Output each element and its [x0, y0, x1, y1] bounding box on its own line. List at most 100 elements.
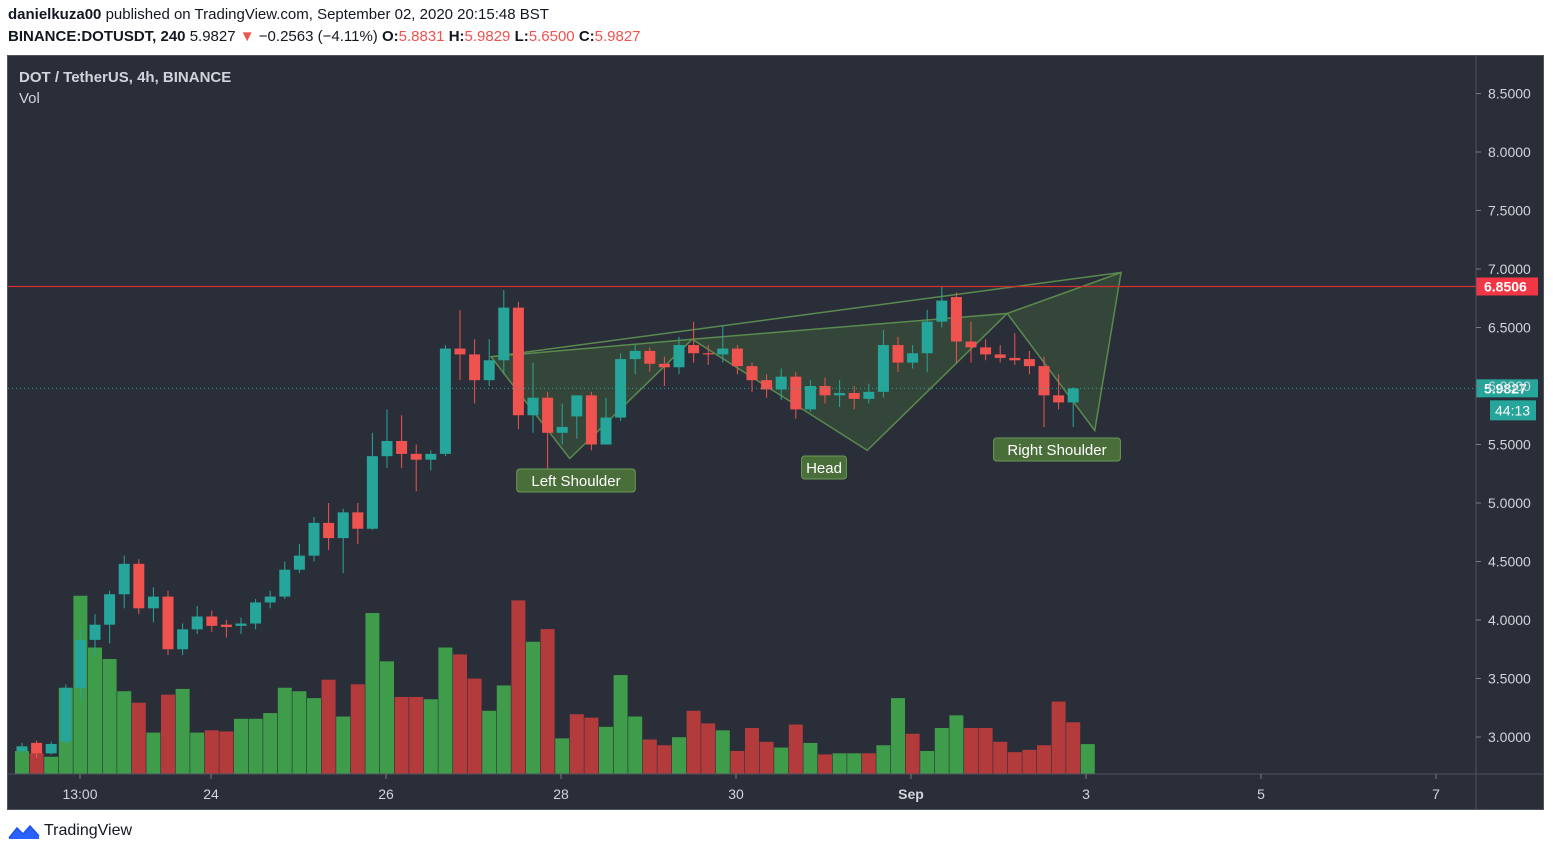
y-tick-label: 8.0000 — [1488, 144, 1531, 160]
change-value: −0.2563 (−4.11%) — [258, 28, 378, 45]
countdown-label: 44:13 — [1495, 402, 1530, 418]
high-label: H: — [448, 28, 465, 45]
pattern-triangle-2 — [1006, 271, 1122, 433]
author-name[interactable]: danielkuza00 — [8, 6, 102, 23]
y-tick-label: 7.0000 — [1488, 261, 1531, 277]
volume-bar — [686, 710, 701, 774]
countdown-tag — [1490, 400, 1536, 421]
candle-body — [746, 366, 758, 381]
candle-body — [980, 347, 992, 355]
volume-bar — [613, 675, 628, 774]
pattern-labels: Left Shoulder Head Right Shoulder — [516, 437, 1121, 493]
candle-body — [1023, 359, 1035, 367]
candle-body — [717, 348, 729, 355]
candle-body — [16, 746, 28, 752]
volume-bar — [438, 647, 453, 774]
candle-body — [498, 307, 510, 361]
candle-body — [936, 300, 948, 322]
candle-body — [279, 569, 291, 597]
open-label: O: — [381, 28, 399, 45]
candle-body — [1067, 388, 1079, 403]
volume-bar — [88, 647, 102, 774]
candle-body — [293, 555, 305, 570]
candle-body — [133, 563, 145, 609]
volume-bar — [876, 745, 891, 774]
volume-bar — [277, 687, 292, 774]
candle-body — [731, 348, 743, 367]
candle-body — [658, 363, 670, 368]
volume-bar — [234, 718, 248, 774]
volume-bar — [409, 696, 424, 774]
candle-body — [396, 440, 408, 454]
volume-bar — [715, 730, 730, 774]
candle-body — [381, 440, 393, 457]
candle-body — [965, 341, 977, 348]
candle-body — [483, 360, 495, 381]
change-arrow-icon: ▼ — [239, 28, 255, 45]
publish-line: danielkuza00 published on TradingView.co… — [8, 6, 549, 23]
volume-bar — [964, 728, 978, 774]
last-price-label: 5.9827 — [1484, 380, 1527, 396]
candle-body — [410, 453, 422, 460]
candle-body — [31, 742, 43, 754]
candle-body — [512, 307, 524, 416]
x-tick-label: Sep — [898, 786, 924, 802]
candle-body — [556, 426, 568, 433]
candle-body — [629, 350, 641, 360]
volume-bar — [175, 688, 190, 774]
candle-body — [162, 596, 174, 650]
candle-body — [761, 380, 773, 390]
candle-body — [337, 512, 349, 539]
candle-body — [571, 395, 583, 417]
candles — [16, 286, 1079, 759]
ohlc-line: BINANCE:DOTUSDT, 240 5.9827 ▼ −0.2563 (−… — [8, 28, 641, 45]
symbol-label: BINANCE:DOTUSDT, 240 — [8, 28, 186, 45]
x-tick-label: 28 — [553, 786, 569, 802]
candle-body — [45, 744, 57, 754]
volume-bar — [993, 741, 1008, 774]
volume-bar — [847, 753, 862, 774]
candle-body — [688, 345, 700, 354]
candle-body — [439, 348, 451, 454]
volume-bar — [861, 753, 876, 774]
volume-bar — [321, 679, 336, 774]
pattern-label: Head — [806, 460, 842, 477]
candle-body — [877, 345, 889, 392]
volume-bar — [1051, 701, 1066, 774]
volume-bar — [1037, 745, 1051, 774]
volume-bar — [832, 753, 847, 774]
candle-body — [1038, 366, 1050, 396]
candle-body — [819, 386, 831, 396]
volume-bar — [190, 732, 205, 774]
tradingview-logo-icon[interactable] — [8, 822, 40, 840]
x-tick-label: 30 — [728, 786, 744, 802]
chart-title: DOT / TetherUS, 4h, BINANCE — [19, 69, 231, 86]
candle-body — [921, 321, 933, 354]
candle-body — [644, 350, 656, 364]
candle-body — [950, 297, 962, 342]
candle-body — [834, 393, 846, 396]
candle-body — [74, 639, 86, 688]
x-tick-label: 3 — [1082, 786, 1090, 802]
chart-panel[interactable] — [7, 55, 1544, 810]
resistance-price-tag — [1476, 277, 1538, 296]
low-value: 5.6500 — [528, 28, 575, 45]
candle-body — [308, 522, 320, 556]
publish-info: published on TradingView.com, September … — [105, 6, 549, 23]
x-tick-label: 26 — [378, 786, 394, 802]
volume-bar — [818, 754, 832, 774]
candle-body — [892, 345, 904, 363]
volume-bar — [745, 728, 759, 774]
volume-bar — [307, 698, 321, 774]
candle-body — [366, 456, 378, 529]
footer-brand[interactable]: TradingView — [44, 822, 133, 839]
volume-bar — [467, 678, 482, 774]
volume-bar — [759, 741, 774, 774]
volume-bar — [584, 717, 599, 774]
close-label: C: — [578, 28, 595, 45]
volume-bar — [788, 724, 803, 774]
close-value: 5.9827 — [594, 28, 641, 45]
candle-body — [527, 397, 539, 416]
volume-bar — [730, 751, 745, 774]
